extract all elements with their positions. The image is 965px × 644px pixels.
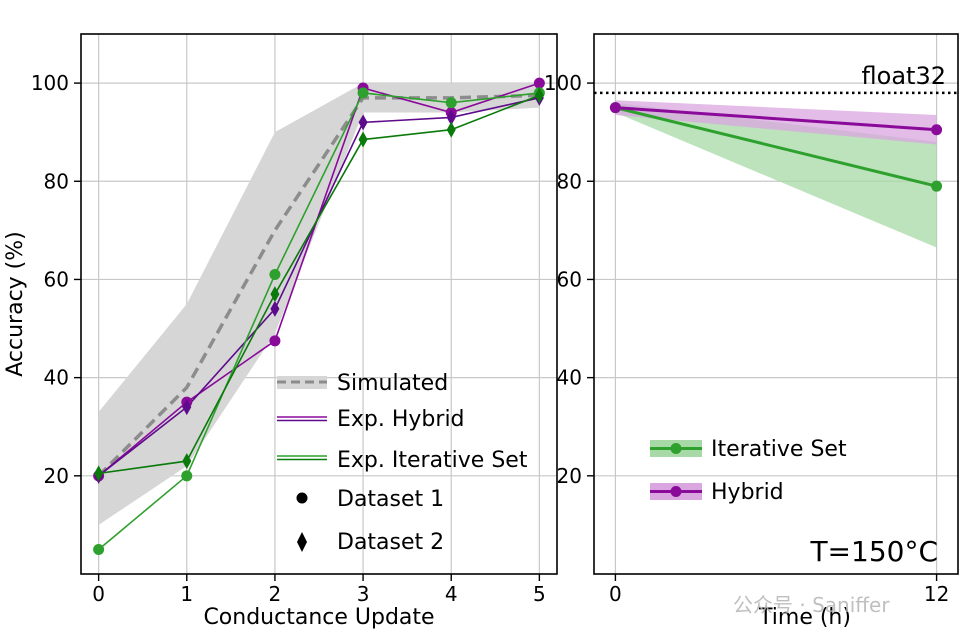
left-tick-label-x: 3 [357,582,370,606]
ticks-right: 0 12 20 40 60 80 100 [544,71,950,606]
legend-label-iterative-set: Iterative Set [711,437,847,462]
right-tick-label-x: 0 [609,582,622,606]
right-tick-label-y: 60 [557,267,582,291]
float32-label: float32 [862,62,946,90]
axes-frame-right [593,33,959,575]
legend-marker-iterative-set [670,443,682,454]
x-axis-label-left: Conductance Update [203,605,434,630]
data-point-1 [446,109,456,126]
data-point-3 [182,453,192,470]
ticks-left: 0 1 2 3 4 5 20 40 60 80 100 [31,71,546,606]
data-point-2 [181,470,193,482]
legend-label-hybrid: Exp. Hybrid [337,407,465,432]
legend-marker-dataset1 [296,492,308,504]
left-tick-label-y: 40 [44,366,69,390]
x-axis-label-right: Time (h) [758,605,851,630]
simulated-band [97,83,540,525]
watermark: 公众号 · Saniffer [733,593,890,617]
left-tick-label-y: 60 [44,267,69,291]
bands-right [615,100,937,248]
legend-label-iterative: Exp. Iterative Set [337,448,528,473]
band-area-1 [615,100,937,145]
legend-left: Simulated Exp. Hybrid Exp. Iterative Set… [277,371,528,555]
data-point-right-0 [931,180,943,192]
data-point-1 [270,300,280,317]
data-point-3 [358,131,368,148]
right-tick-label-y: 80 [557,169,582,193]
legend-label-dataset1: Dataset 1 [337,487,444,512]
left-tick-label-x: 2 [269,582,282,606]
left-tick-label-x: 1 [180,582,193,606]
simulated-mean-line [97,93,540,478]
data-point-2 [93,543,105,555]
y-axis-label: Accuracy (%) [3,231,28,377]
legend-marker-hybrid-right [670,486,682,497]
data-point-1 [182,399,192,416]
right-tick-label-x: 12 [924,582,949,606]
series-line-right-1 [615,106,937,132]
legend-swatch-simulated [277,376,327,389]
data-point-3 [446,121,456,138]
series-line-3 [98,94,540,475]
data-point-1 [358,114,368,131]
data-point-3 [270,286,280,303]
left-tick-label-y: 80 [44,169,69,193]
data-point-0 [533,77,545,89]
series-line-2 [98,92,540,551]
band-area-0 [615,102,937,248]
data-point-3 [534,87,544,104]
axes-frame-left [80,33,558,575]
data-point-2 [445,97,457,109]
legend-label-dataset2: Dataset 2 [337,530,444,555]
data-point-3 [94,465,104,482]
series-line-right-0 [615,106,937,188]
legend-label-simulated: Simulated [337,371,448,396]
left-tick-label-x: 4 [445,582,458,606]
legend-right: Iterative Set Hybrid [650,437,847,505]
left-tick-label-y: 100 [31,71,69,95]
left-tick-label-x: 0 [92,582,105,606]
temperature-annotation: T=150°C [809,535,938,568]
right-tick-label-y: 40 [557,366,582,390]
left-tick-label-y: 20 [44,464,69,488]
right-tick-label-y: 20 [557,464,582,488]
left-tick-label-x: 5 [533,582,546,606]
panel-accuracy-vs-updates: 0 1 2 3 4 5 20 40 60 80 100 Conductance Update Acc… [3,33,558,630]
data-point-0 [269,335,281,347]
legend-marker-dataset2 [297,532,307,552]
right-tick-label-y: 100 [544,71,582,95]
data-point-right-1 [931,124,943,136]
legend-label-hybrid-right: Hybrid [711,480,784,505]
series-left [93,77,545,555]
data-point-right-1 [609,102,621,114]
series-right [609,102,943,192]
data-point-2 [269,269,281,281]
simulated-band-area [98,83,540,525]
data-point-2 [357,87,369,99]
